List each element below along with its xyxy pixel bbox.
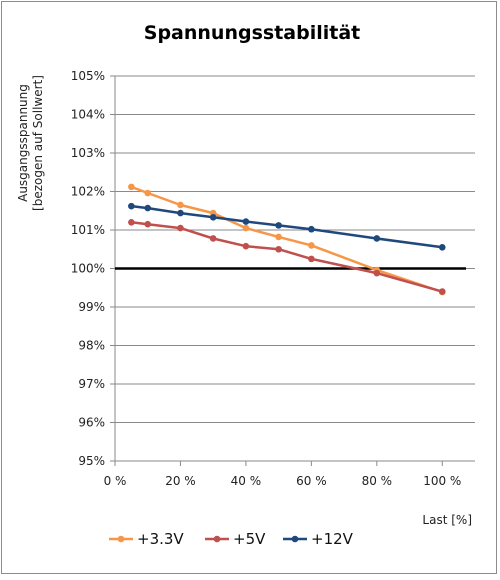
- x-tick-labels: 0 % 20 % 40 % 60 % 80 % 100 %: [104, 474, 462, 488]
- y-axis-label: Ausgangsspannung [bezogen auf Sollwert]: [16, 75, 45, 211]
- y-tick-label-3: 98%: [78, 339, 105, 353]
- gridlines: [110, 75, 475, 466]
- series-1-point-4: [242, 242, 250, 250]
- legend-marker-0: [117, 535, 125, 543]
- series-1-point-1: [144, 220, 152, 228]
- x-tick-label-3: 60 %: [296, 474, 327, 488]
- y-tick-label-5: 100%: [71, 262, 105, 276]
- series-1-point-2: [177, 224, 184, 232]
- series-2-point-4: [242, 218, 250, 225]
- series-line-1: [131, 221, 443, 293]
- y-tick-label-6: 101%: [71, 223, 105, 237]
- y-tick-label-0: 95%: [78, 454, 105, 468]
- series-0-point-5: [275, 233, 282, 241]
- y-tick-label-4: 99%: [78, 300, 105, 314]
- series-1-point-5: [275, 245, 282, 253]
- legend-label-1: +5V: [233, 530, 266, 548]
- series-2-point-7: [373, 235, 381, 242]
- y-tick-label-1: 96%: [78, 416, 105, 430]
- y-axis-label-line-2: [bezogen auf Sollwert]: [31, 75, 45, 211]
- y-tick-label-2: 97%: [78, 377, 105, 391]
- series-1-point-7: [373, 269, 381, 277]
- series-line-0: [130, 185, 443, 294]
- y-tick-label-8: 103%: [71, 146, 105, 160]
- series-0-point-1: [144, 189, 152, 197]
- series-0-point-4: [242, 224, 250, 232]
- chart-title: Spannungsstabilität: [144, 22, 360, 44]
- x-tick-label-4: 80 %: [362, 474, 393, 488]
- y-axis-label-line-1: Ausgangsspannung: [16, 84, 30, 202]
- legend-label-0: +3.3V: [137, 530, 184, 548]
- series-2-point-5: [275, 222, 282, 229]
- series-1-point-0: [128, 219, 135, 226]
- series-0-point-0: [128, 183, 135, 191]
- legend-marker-2: [291, 535, 299, 543]
- y-tick-labels: 95% 96% 97% 98% 99% 100% 101% 102% 103% 104% 105%: [71, 69, 105, 468]
- legend-label-2: +12V: [311, 530, 354, 548]
- series-1-point-3: [209, 235, 217, 242]
- series-2-point-8: [438, 244, 446, 251]
- series-2-point-1: [144, 204, 152, 212]
- x-tick-label-1: 20 %: [165, 474, 196, 488]
- series-group: [128, 183, 446, 296]
- x-tick-label-0: 0 %: [104, 474, 127, 488]
- series-2-point-3: [209, 213, 217, 221]
- series-2-point-6: [308, 225, 315, 233]
- series-1-point-8: [438, 288, 446, 295]
- series-2-point-0: [128, 202, 135, 210]
- series-1-point-6: [308, 255, 315, 263]
- series-0-point-6: [308, 242, 315, 249]
- legend-marker-1: [213, 535, 221, 543]
- series-2-point-2: [177, 209, 184, 217]
- y-tick-label-10: 105%: [71, 69, 105, 83]
- x-axis-label: Last [%]: [422, 513, 472, 527]
- x-tick-label-2: 40 %: [231, 474, 262, 488]
- y-tick-label-7: 102%: [71, 185, 105, 199]
- y-tick-label-9: 104%: [71, 108, 105, 122]
- series-0-point-2: [177, 201, 184, 209]
- legend: +3.3V +5V +12V: [109, 530, 354, 548]
- x-tick-label-5: 100 %: [423, 474, 461, 488]
